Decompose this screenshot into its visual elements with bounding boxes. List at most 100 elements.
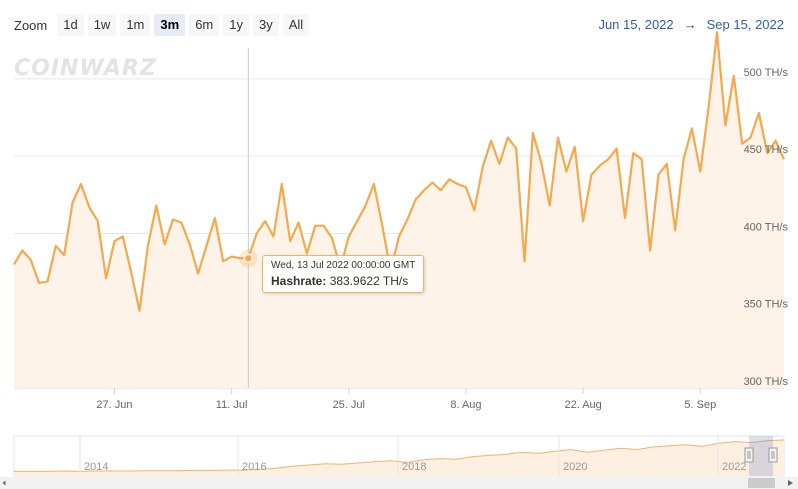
data-point[interactable] bbox=[489, 139, 493, 143]
data-point[interactable] bbox=[230, 255, 234, 259]
data-point[interactable] bbox=[263, 219, 267, 223]
data-point[interactable] bbox=[322, 224, 326, 228]
data-point[interactable] bbox=[673, 228, 677, 232]
data-point[interactable] bbox=[648, 249, 652, 253]
data-point[interactable] bbox=[657, 173, 661, 177]
data-point[interactable] bbox=[598, 164, 602, 168]
data-point[interactable] bbox=[171, 218, 175, 222]
data-point[interactable] bbox=[196, 272, 200, 276]
data-point[interactable] bbox=[255, 232, 259, 236]
data-point[interactable] bbox=[698, 170, 702, 174]
data-point[interactable] bbox=[539, 160, 543, 164]
data-point[interactable] bbox=[179, 221, 183, 225]
data-point[interactable] bbox=[414, 198, 418, 202]
data-point[interactable] bbox=[213, 216, 217, 220]
data-point[interactable] bbox=[355, 219, 359, 223]
data-point[interactable] bbox=[682, 157, 686, 161]
data-point[interactable] bbox=[665, 162, 669, 166]
data-point[interactable] bbox=[54, 244, 58, 248]
zoom-all-button[interactable]: All bbox=[282, 14, 310, 36]
data-point[interactable] bbox=[297, 221, 301, 225]
data-point[interactable] bbox=[472, 208, 476, 212]
data-point[interactable] bbox=[405, 218, 409, 222]
data-point[interactable] bbox=[372, 182, 376, 186]
data-point[interactable] bbox=[439, 188, 443, 192]
data-point[interactable] bbox=[121, 235, 125, 239]
data-point[interactable] bbox=[481, 165, 485, 169]
zoom-1y-button[interactable]: 1y bbox=[223, 14, 249, 36]
zoom-1m-button[interactable]: 1m bbox=[120, 14, 151, 36]
data-point[interactable] bbox=[573, 145, 577, 149]
data-point[interactable] bbox=[280, 182, 284, 186]
data-point[interactable] bbox=[497, 162, 501, 166]
scroll-left-arrow-icon[interactable] bbox=[2, 480, 6, 486]
data-point[interactable] bbox=[506, 136, 510, 140]
data-point[interactable] bbox=[422, 188, 426, 192]
data-point[interactable] bbox=[464, 185, 468, 189]
data-point[interactable] bbox=[154, 204, 158, 208]
zoom-1d-button[interactable]: 1d bbox=[57, 14, 84, 36]
data-point[interactable] bbox=[774, 139, 778, 143]
data-point[interactable] bbox=[188, 242, 192, 246]
data-point[interactable] bbox=[431, 181, 435, 185]
data-point[interactable] bbox=[615, 147, 619, 151]
data-point[interactable] bbox=[29, 258, 33, 262]
data-point[interactable] bbox=[71, 201, 75, 205]
data-point[interactable] bbox=[456, 182, 460, 186]
data-point[interactable] bbox=[590, 173, 594, 177]
data-point[interactable] bbox=[723, 123, 727, 127]
data-point[interactable] bbox=[272, 235, 276, 239]
data-point[interactable] bbox=[221, 259, 225, 263]
data-point[interactable] bbox=[79, 182, 83, 186]
range-to-input[interactable]: Sep 15, 2022 bbox=[706, 17, 784, 32]
range-from-input[interactable]: Jun 15, 2022 bbox=[598, 17, 674, 32]
zoom-3y-button[interactable]: 3y bbox=[252, 14, 279, 36]
data-point[interactable] bbox=[146, 244, 150, 248]
data-point[interactable] bbox=[37, 281, 41, 285]
data-point[interactable] bbox=[205, 244, 209, 248]
zoom-1w-button[interactable]: 1w bbox=[87, 14, 117, 36]
data-point[interactable] bbox=[548, 204, 552, 208]
zoom-6m-button[interactable]: 6m bbox=[189, 14, 220, 36]
data-point[interactable] bbox=[364, 204, 368, 208]
data-point[interactable] bbox=[531, 131, 535, 135]
data-point[interactable] bbox=[623, 216, 627, 220]
data-point[interactable] bbox=[96, 219, 100, 223]
data-point[interactable] bbox=[20, 249, 24, 253]
data-point[interactable] bbox=[782, 157, 786, 161]
navigator-scrollbar-thumb[interactable] bbox=[748, 478, 775, 488]
data-point[interactable] bbox=[523, 259, 527, 263]
data-point[interactable] bbox=[447, 177, 451, 181]
scroll-right-arrow-icon[interactable] bbox=[788, 480, 793, 486]
data-point[interactable] bbox=[46, 279, 50, 283]
data-point[interactable] bbox=[397, 235, 401, 239]
navigator-handle[interactable] bbox=[744, 447, 754, 463]
data-point[interactable] bbox=[138, 309, 142, 313]
data-point[interactable] bbox=[732, 74, 736, 78]
data-point[interactable] bbox=[757, 111, 761, 115]
data-point[interactable] bbox=[640, 157, 644, 161]
data-point[interactable] bbox=[62, 253, 66, 257]
zoom-3m-button[interactable]: 3m bbox=[154, 14, 186, 36]
data-point[interactable] bbox=[347, 235, 351, 239]
data-point[interactable] bbox=[104, 276, 108, 280]
data-point[interactable] bbox=[581, 219, 585, 223]
data-point[interactable] bbox=[288, 239, 292, 243]
data-point[interactable] bbox=[330, 236, 334, 240]
data-point[interactable] bbox=[129, 270, 133, 274]
data-point[interactable] bbox=[514, 147, 518, 151]
data-point[interactable] bbox=[87, 205, 91, 209]
navigator-handle[interactable] bbox=[768, 447, 778, 463]
data-point[interactable] bbox=[631, 151, 635, 155]
data-point[interactable] bbox=[163, 242, 167, 246]
data-point[interactable] bbox=[690, 126, 694, 130]
data-point[interactable] bbox=[556, 136, 560, 140]
data-point[interactable] bbox=[313, 224, 317, 228]
data-point[interactable] bbox=[707, 105, 711, 109]
navigator-scrollbar-track[interactable] bbox=[0, 477, 798, 489]
data-point[interactable] bbox=[564, 170, 568, 174]
data-point[interactable] bbox=[749, 136, 753, 140]
data-point[interactable] bbox=[112, 239, 116, 243]
data-point[interactable] bbox=[12, 262, 16, 266]
data-point[interactable] bbox=[380, 224, 384, 228]
